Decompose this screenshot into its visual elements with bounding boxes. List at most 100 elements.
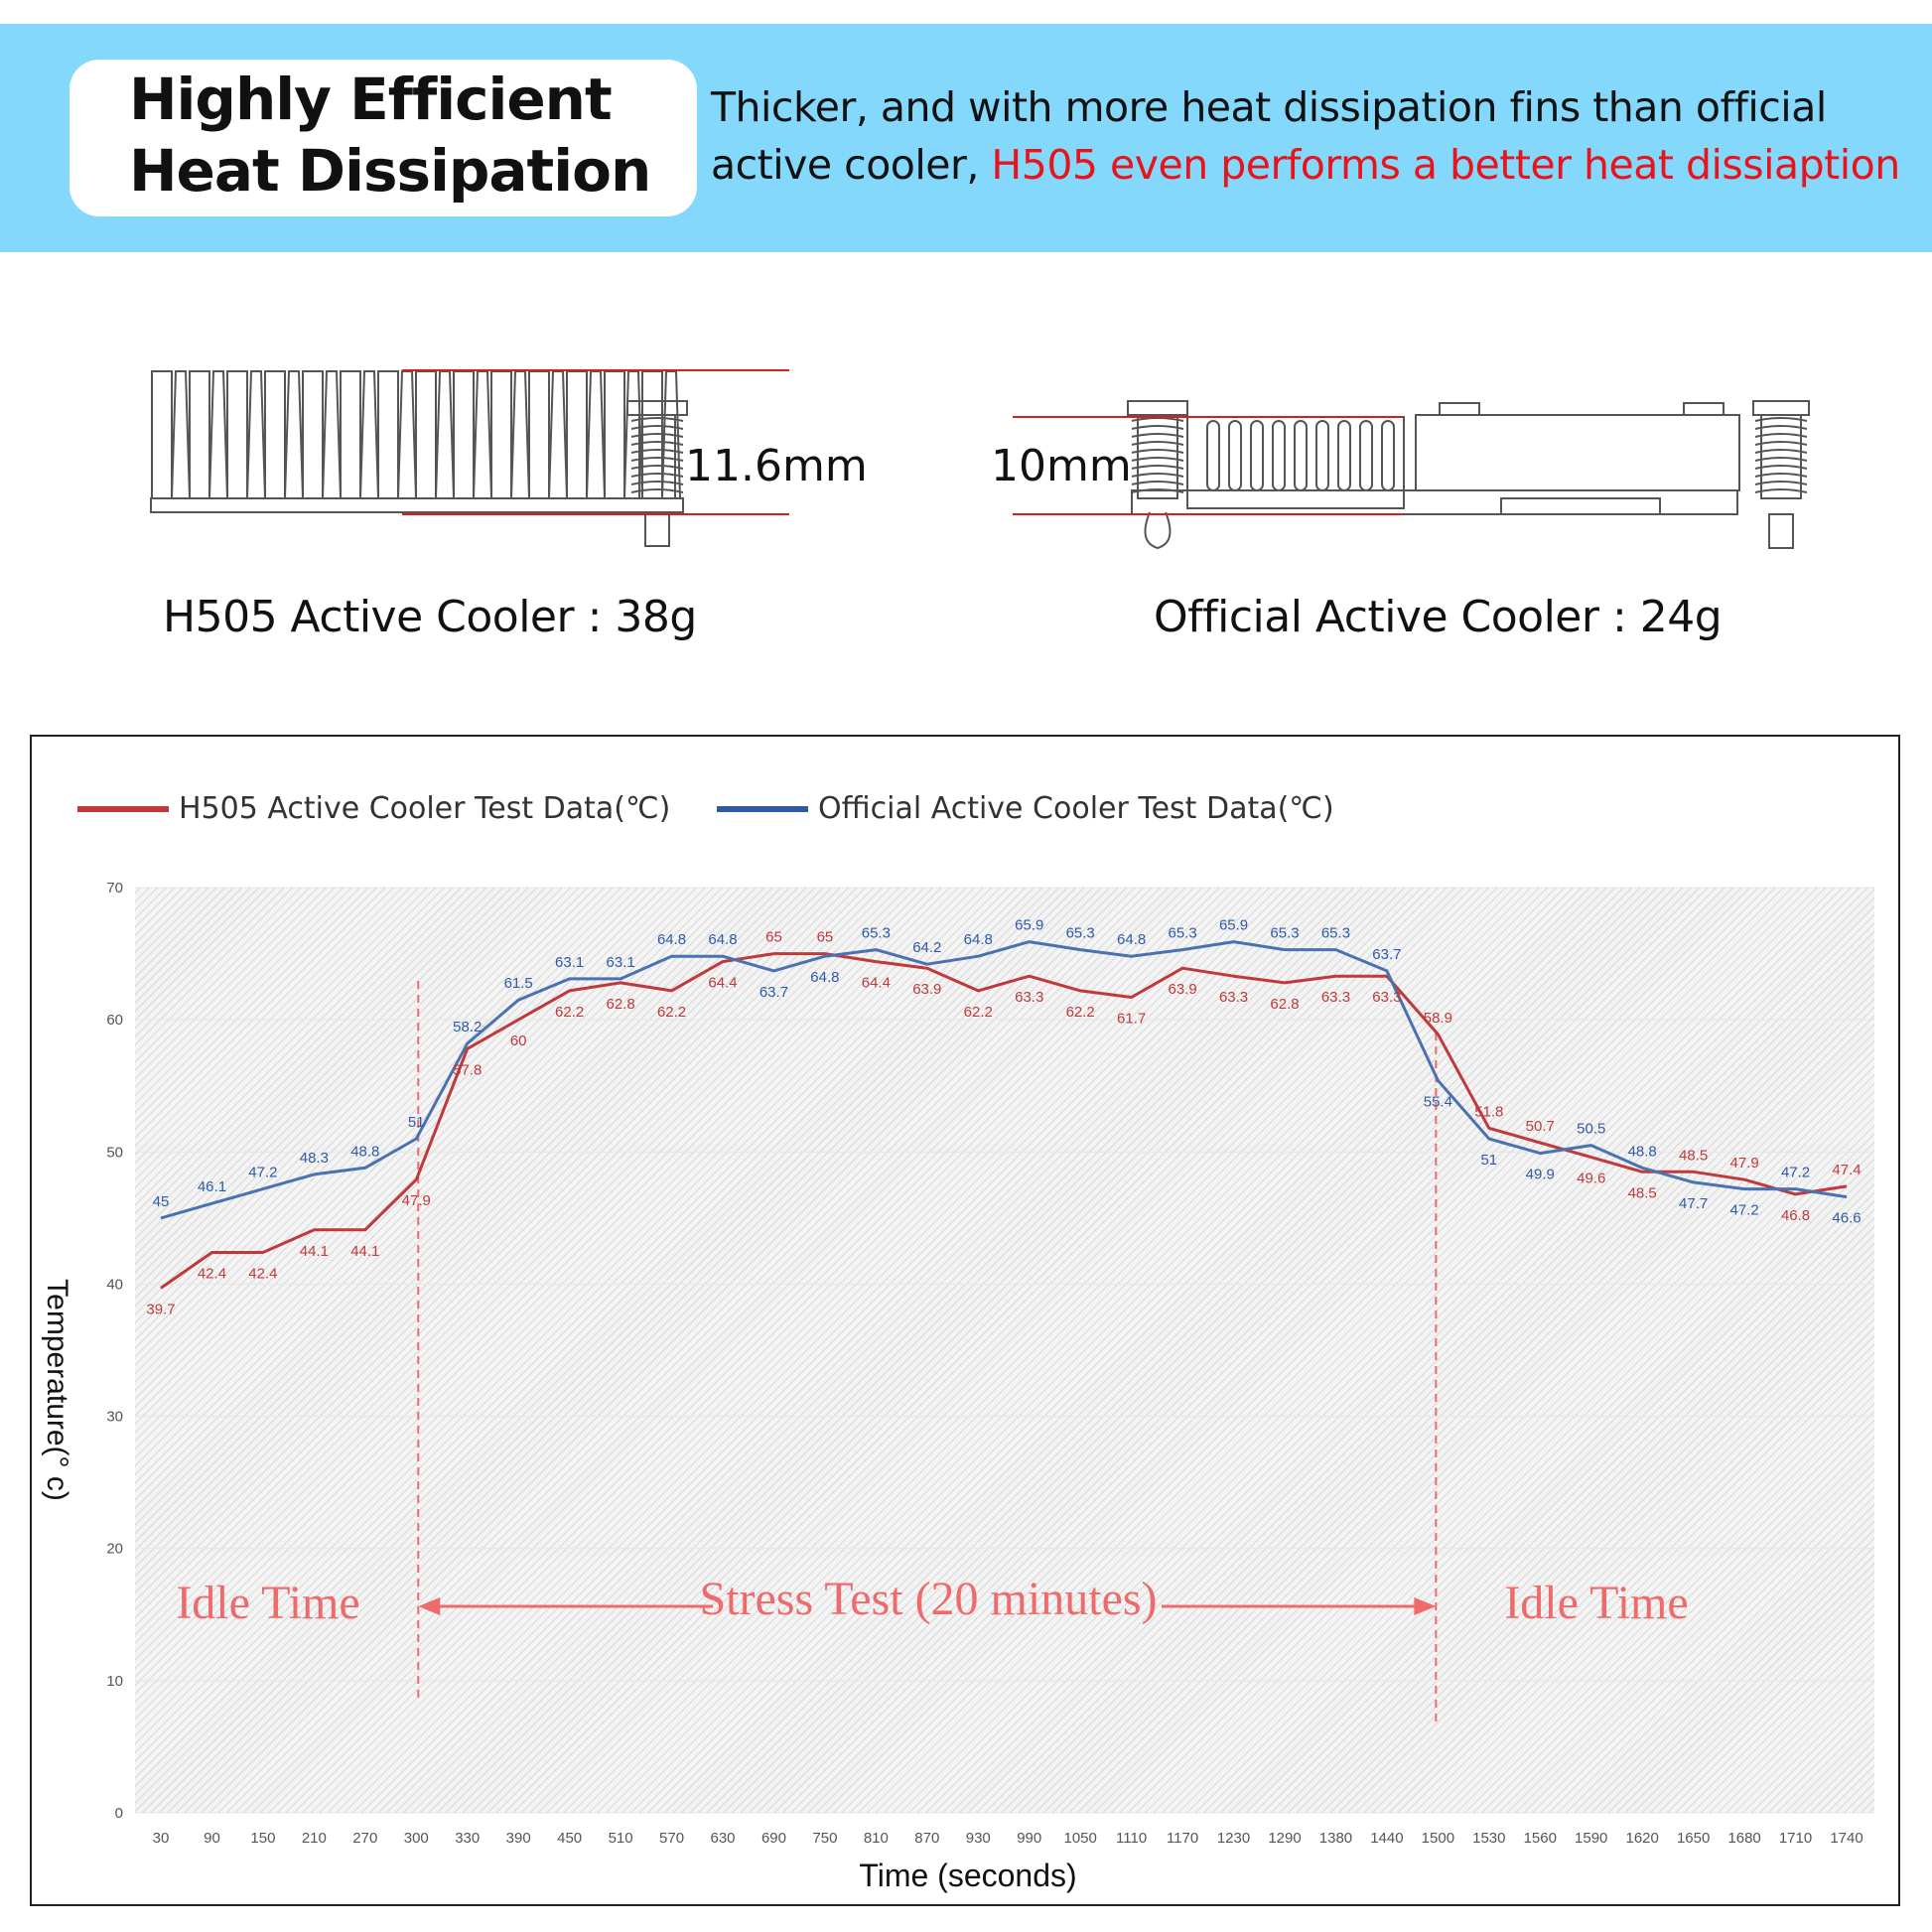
spring-coil: [1754, 433, 1808, 438]
x-tick-label: 870: [914, 1830, 939, 1847]
description-red-text: H505 even performs a better heat dissiap…: [991, 141, 1900, 189]
h505-data-label: 60: [510, 1033, 527, 1049]
cooler-comparison-drawing: [150, 369, 1810, 550]
arrow-left-head: [418, 1597, 441, 1615]
spring-coil: [1131, 441, 1184, 446]
h505-data-label: 63.3: [1015, 989, 1043, 1006]
h505-data-label: 62.2: [555, 1004, 584, 1021]
spring-coil: [1131, 457, 1184, 462]
official-data-label: 65.3: [862, 925, 891, 942]
x-tick-label: 810: [864, 1830, 889, 1847]
h505-weight-label: H505 Active Cooler : 38g: [163, 592, 697, 642]
y-tick-label: 50: [106, 1144, 123, 1161]
h505-data-label: 58.9: [1424, 1010, 1452, 1027]
spring-coil: [1131, 473, 1184, 478]
h505-data-label: 49.6: [1577, 1171, 1605, 1187]
x-tick-label: 1110: [1116, 1830, 1147, 1847]
official-data-label: 47.2: [1729, 1202, 1758, 1219]
h505-data-label: 63.3: [1219, 989, 1248, 1006]
official-data-label: 65.9: [1219, 917, 1248, 934]
fin-shape: [171, 370, 191, 499]
official-data-label: 50.5: [1577, 1121, 1605, 1138]
official-data-label: 64.2: [912, 939, 941, 956]
official-data-label: 64.8: [1117, 931, 1146, 948]
fin-shape: [377, 370, 399, 498]
x-tick-label: 630: [710, 1830, 735, 1847]
official-data-label: 65.3: [1066, 925, 1095, 942]
description-line-1: Thicker, and with more heat dissipation …: [711, 83, 1827, 131]
y-tick-label: 70: [106, 880, 123, 897]
spring-coil: [1131, 425, 1184, 430]
y-tick-label: 60: [106, 1012, 123, 1029]
x-tick-label: 300: [404, 1830, 429, 1847]
x-tick-label: 450: [557, 1830, 582, 1847]
h505-data-label: 63.3: [1321, 989, 1350, 1006]
title-box: Highly Efficient Heat Dissipation: [69, 60, 697, 216]
fin-shape: [246, 370, 266, 499]
chart-frame: [30, 735, 1900, 1906]
fin-shape: [340, 370, 361, 498]
official-data-label: 64.8: [657, 931, 686, 948]
spring-coil: [630, 441, 684, 446]
x-tick-label: 390: [506, 1830, 531, 1847]
h505-data-label: 64.4: [708, 975, 737, 992]
annotation-idle-right: Idle Time: [1504, 1577, 1688, 1629]
y-tick-label: 40: [106, 1276, 123, 1293]
official-weight-label: Official Active Cooler : 24g: [1154, 592, 1723, 642]
y-tick-label: 10: [106, 1673, 123, 1690]
official-data-label: 55.4: [1424, 1093, 1452, 1110]
h505-data-label: 64.4: [862, 975, 891, 992]
y-tick-label: 0: [115, 1805, 123, 1822]
official-data-label: 65.3: [1321, 925, 1350, 942]
h505-data-label: 63.9: [1168, 981, 1196, 998]
official-data-label: 48.3: [300, 1150, 329, 1167]
fin-shape: [264, 370, 286, 498]
fin-shape: [208, 370, 228, 499]
official-data-label: 47.2: [1781, 1165, 1810, 1181]
spring-coil: [630, 481, 684, 485]
x-tick-label: 1620: [1625, 1830, 1658, 1847]
h505-data-label: 63.3: [1372, 989, 1401, 1006]
h505-data-label: 61.7: [1117, 1011, 1146, 1028]
h505-data-label: 65: [765, 929, 782, 946]
h505-data-label: 42.4: [248, 1265, 277, 1282]
x-tick-label: 1710: [1779, 1830, 1812, 1847]
x-tick-label: 1230: [1217, 1830, 1250, 1847]
x-tick-label: 510: [609, 1830, 633, 1847]
h505-data-label: 48.5: [1679, 1147, 1708, 1164]
x-tick-label: 1050: [1063, 1830, 1096, 1847]
spring-coil: [630, 433, 684, 438]
x-tick-label: 1560: [1524, 1830, 1557, 1847]
official-data-label: 65.9: [1015, 917, 1043, 934]
spring-coil: [1131, 465, 1184, 470]
x-tick-label: 270: [352, 1830, 377, 1847]
h505-data-label: 62.2: [964, 1004, 993, 1021]
x-tick-label: 30: [153, 1830, 170, 1847]
h505-data-label: 42.4: [198, 1265, 226, 1282]
spring-coil: [1754, 465, 1808, 470]
h505-data-label: 62.2: [1066, 1004, 1095, 1021]
spring-coil: [1754, 457, 1808, 462]
spring-coil: [1754, 488, 1808, 493]
official-data-label: 63.7: [759, 984, 788, 1001]
h505-data-label: 62.8: [1270, 996, 1299, 1013]
official-data-label: 46.6: [1832, 1210, 1861, 1227]
h505-data-label: 51.8: [1474, 1103, 1503, 1120]
x-tick-label: 150: [250, 1830, 275, 1847]
annotation-stress-test: Stress Test (20 minutes): [699, 1573, 1157, 1625]
h505-height-label: 11.6mm: [685, 441, 868, 491]
spring-coil: [1754, 473, 1808, 478]
fin-shape: [226, 370, 248, 498]
arrow-right-head: [1414, 1597, 1437, 1615]
description-line-2: active cooler, H505 even performs a bett…: [711, 141, 1922, 189]
h505-data-label: 50.7: [1526, 1118, 1555, 1135]
legend-h505-label: H505 Active Cooler Test Data(℃): [179, 791, 670, 826]
spring-coil: [1754, 481, 1808, 485]
y-axis-title: Temperature(° c): [41, 1279, 73, 1501]
annotation-idle-left: Idle Time: [176, 1577, 359, 1629]
official-data-label: 48.8: [1628, 1143, 1657, 1160]
official-data-label: 47.7: [1679, 1195, 1708, 1212]
spring-coil: [630, 465, 684, 470]
fin-shape: [302, 370, 324, 498]
official-data-label: 65.3: [1270, 925, 1299, 942]
